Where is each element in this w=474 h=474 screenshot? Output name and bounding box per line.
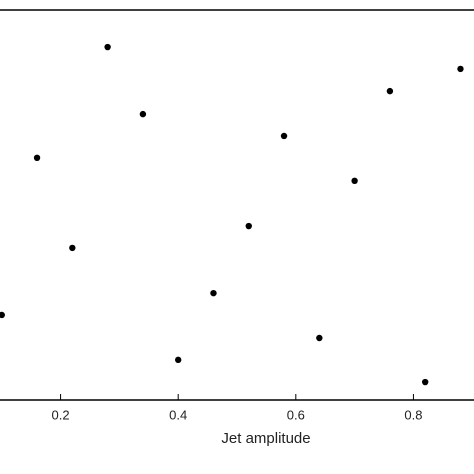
x-axis-label: Jet amplitude <box>221 430 310 447</box>
point <box>210 289 217 297</box>
point <box>245 222 252 230</box>
point <box>386 87 394 95</box>
point <box>351 177 358 185</box>
point <box>316 334 323 342</box>
x-tick-label: 0.2 <box>52 407 70 422</box>
point <box>280 132 288 140</box>
point <box>139 110 147 118</box>
point <box>457 65 464 73</box>
point <box>0 311 5 319</box>
point <box>104 43 111 51</box>
x-tick-label: 0.8 <box>404 407 422 422</box>
point <box>69 244 76 252</box>
point <box>33 154 41 162</box>
x-tick-label: 0.6 <box>287 407 305 422</box>
point <box>174 356 182 364</box>
point <box>421 378 429 386</box>
x-tick-label: 0.4 <box>169 407 187 422</box>
